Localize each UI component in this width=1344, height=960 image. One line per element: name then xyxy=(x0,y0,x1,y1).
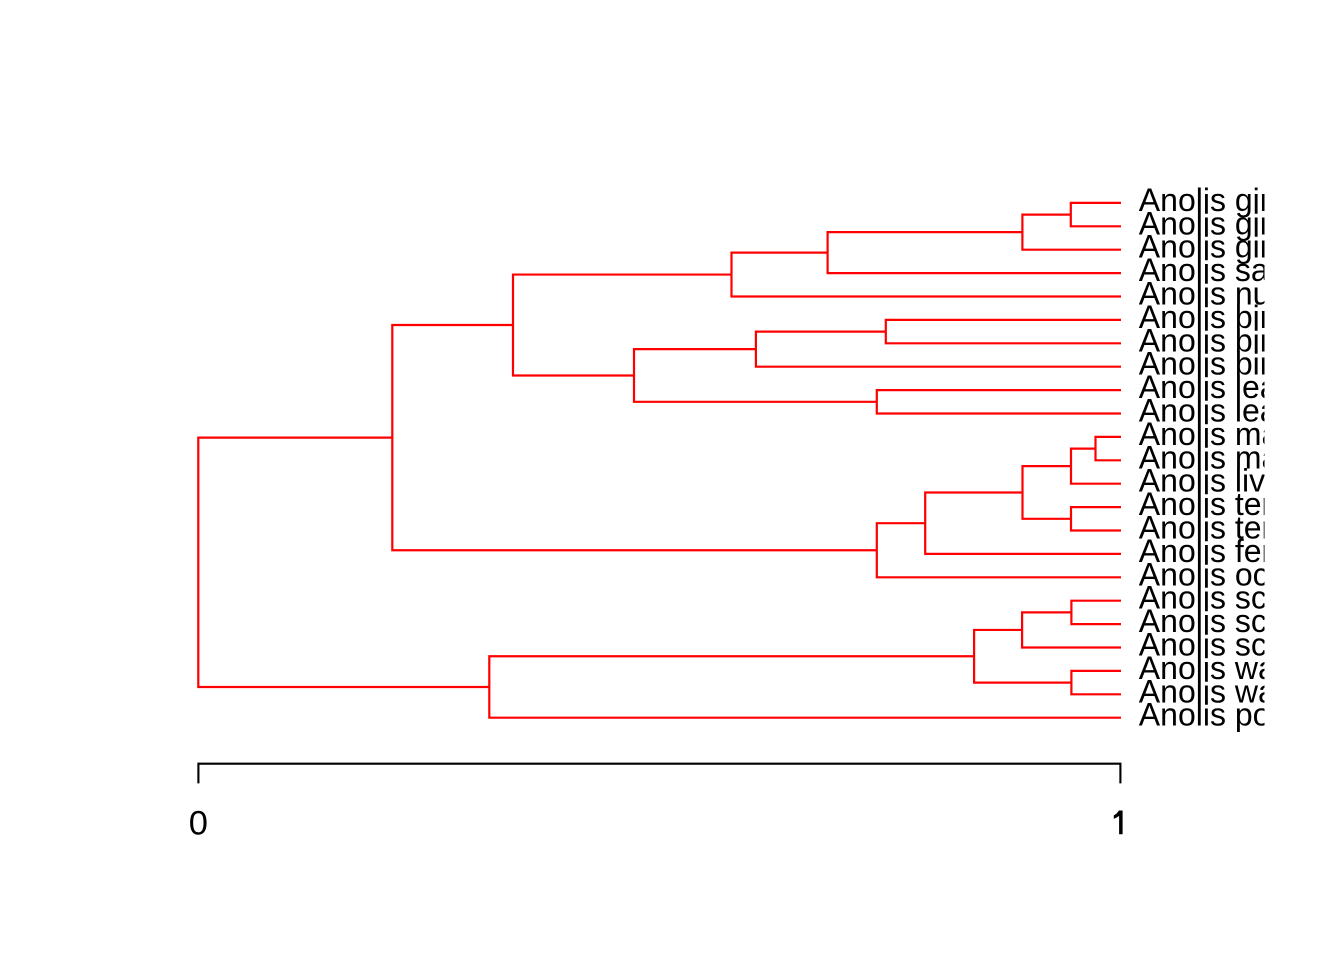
svg-text:Anolis terraealtae: Anolis terraealtae xyxy=(1139,486,1344,522)
svg-text:Anolis gingivinus: Anolis gingivinus xyxy=(1139,205,1344,241)
svg-text:Anolis wattsi: Anolis wattsi xyxy=(1139,673,1317,709)
svg-text:Anolis nubilus: Anolis nubilus xyxy=(1139,276,1336,312)
svg-text:Anolis oculatus: Anolis oculatus xyxy=(1139,556,1344,592)
svg-text:Anolis gingivinus: Anolis gingivinus xyxy=(1139,229,1344,265)
svg-text:Anolis ferreus: Anolis ferreus xyxy=(1139,533,1335,569)
svg-text:Anolis bimaculatus: Anolis bimaculatus xyxy=(1139,299,1344,335)
svg-text:Anolis leachii: Anolis leachii xyxy=(1139,393,1326,429)
svg-text:Anolis leachii: Anolis leachii xyxy=(1139,369,1326,405)
svg-text:Anolis marmoratus: Anolis marmoratus xyxy=(1139,416,1344,452)
svg-text:Anolis schwartzi: Anolis schwartzi xyxy=(1139,627,1344,663)
svg-text:Anolis wattsi: Anolis wattsi xyxy=(1139,650,1317,686)
svg-text:Anolis pogus: Anolis pogus xyxy=(1139,697,1322,733)
svg-text:Anolis gingivinus: Anolis gingivinus xyxy=(1139,182,1344,218)
svg-text:Anolis sabanus: Anolis sabanus xyxy=(1139,252,1344,288)
svg-text:Anolis schwartzi: Anolis schwartzi xyxy=(1139,580,1344,616)
svg-text:Anolis bimaculatus: Anolis bimaculatus xyxy=(1139,346,1344,382)
svg-text:Anolis lividus: Anolis lividus xyxy=(1139,463,1324,499)
svg-text:Anolis marmoratus: Anolis marmoratus xyxy=(1139,439,1344,475)
svg-text:Anolis bimaculatus: Anolis bimaculatus xyxy=(1139,322,1344,358)
svg-text:Anolis schwartzi: Anolis schwartzi xyxy=(1139,603,1344,639)
svg-text:0: 0 xyxy=(189,805,208,843)
svg-text:Anolis terraealtae: Anolis terraealtae xyxy=(1139,510,1344,546)
